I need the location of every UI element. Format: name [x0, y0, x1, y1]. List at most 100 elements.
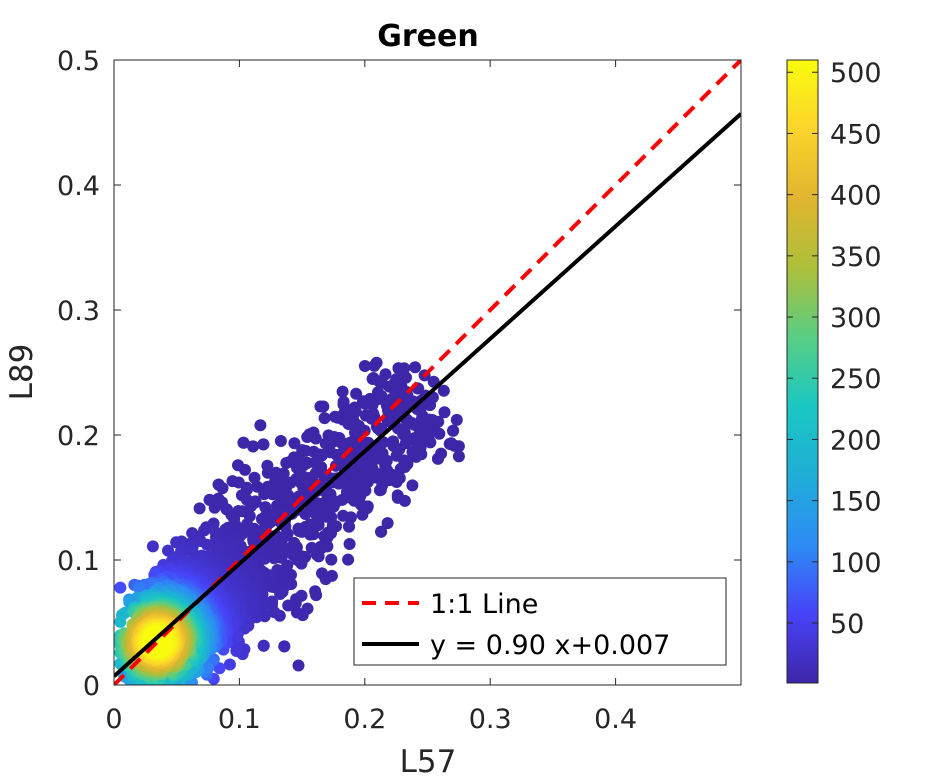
scatter-point [325, 553, 338, 566]
scatter-point [314, 400, 327, 413]
scatter-point [336, 385, 349, 398]
scatter-point [437, 384, 450, 397]
scatter-point [342, 553, 355, 566]
scatter-point [258, 488, 271, 501]
scatter-point [245, 500, 258, 512]
scatter-point [239, 463, 251, 476]
scatter-point [359, 397, 372, 410]
scatter-point [343, 520, 355, 533]
scatter-point [288, 437, 301, 450]
colorbar-tick-label: 500 [830, 58, 882, 89]
scatter-point [373, 484, 386, 497]
scatter-point [237, 436, 250, 449]
scatter-point [282, 599, 295, 612]
scatter-point [290, 606, 303, 619]
plot-frame [113, 59, 742, 686]
scatter-point [162, 544, 174, 557]
scatter-point [248, 471, 261, 484]
scatter-point [257, 639, 270, 652]
scatter-point [394, 462, 407, 475]
scatter-point [301, 431, 314, 443]
scatter-point [390, 449, 403, 462]
scatter-point [392, 362, 405, 375]
scatter-point [381, 517, 394, 530]
regression-line [114, 112, 741, 678]
scatter-point [208, 501, 221, 514]
scatter-point [358, 360, 371, 372]
x-tick-label: 0.1 [218, 704, 261, 735]
scatter-point [424, 436, 437, 449]
scatter-point [356, 508, 369, 521]
scatter-point [366, 372, 379, 385]
scatter-point [432, 452, 444, 465]
scatter-point [114, 581, 127, 594]
scatter-point [266, 488, 279, 501]
y-tick-label: 0.2 [57, 421, 100, 452]
colorbar-tick-label: 100 [830, 548, 882, 579]
legend-box [353, 577, 727, 666]
scatter-point [261, 466, 274, 479]
scatter-point [242, 603, 255, 616]
colorbar-tick-label: 350 [830, 242, 882, 273]
scatter-point [216, 482, 229, 495]
fit-lines [114, 60, 741, 685]
colorbar-tick-label: 450 [830, 119, 882, 150]
scatter-point [375, 525, 388, 538]
colorbar-tick-label: 150 [830, 487, 882, 518]
colorbar-tick-label: 50 [830, 609, 864, 640]
scatter-point [406, 479, 419, 492]
scatter-point [292, 659, 305, 672]
scatter-point [114, 615, 127, 628]
legend: 1:1 Line y = 0.90 x+0.007 [353, 577, 727, 666]
scatter-point [406, 446, 419, 459]
scatter-point [359, 409, 372, 422]
scatter-point [305, 541, 318, 554]
y-axis-label: L89 [4, 344, 40, 401]
scatter-point [146, 540, 159, 553]
y-tick-label: 0.5 [57, 46, 100, 77]
y-tick-label: 0.1 [57, 546, 100, 577]
chart-title: Green [377, 19, 478, 54]
scatter-point [201, 538, 213, 551]
scatter-point [318, 412, 331, 425]
colorbar [787, 60, 818, 683]
scatter-point [450, 413, 463, 426]
scatter-point [368, 359, 381, 372]
colorbar-tick-label: 300 [830, 303, 882, 334]
legend-label-1to1: 1:1 Line [430, 589, 538, 620]
scatter-point [310, 589, 323, 602]
x-axis-label: L57 [400, 744, 457, 780]
scatter-point [247, 440, 260, 453]
scatter-point [443, 437, 456, 450]
colorbar-tick-label: 200 [830, 425, 882, 456]
scatter-point [296, 444, 309, 457]
scatter-point [259, 501, 272, 514]
scatter-point [438, 406, 451, 419]
colorbar-tick-label: 250 [830, 364, 882, 395]
scatter-point [274, 435, 287, 447]
scatter-point [213, 662, 226, 675]
x-tick-label: 0 [105, 704, 122, 735]
x-tick-label: 0.4 [594, 704, 637, 735]
scatter-point [329, 410, 341, 423]
y-tick-label: 0 [83, 671, 100, 702]
colorbar-frame [786, 59, 819, 684]
scatter-point [318, 530, 331, 543]
scatter-point [343, 538, 356, 550]
scatter-point [447, 424, 460, 437]
scatter-point [391, 491, 404, 504]
scatter-point [280, 457, 293, 469]
y-axis: 0 0.1 0.2 0.3 0.4 0.5 [57, 46, 741, 702]
x-tick-label: 0.3 [469, 704, 512, 735]
scatter-point [193, 502, 206, 515]
scatter-point [226, 475, 239, 488]
colorbar-tick-label: 400 [830, 181, 882, 212]
scatter-point [133, 582, 146, 595]
x-tick-label: 0.2 [343, 704, 386, 735]
scatter-point [291, 461, 303, 474]
scatter-point [254, 419, 267, 432]
scatter-point [293, 525, 305, 537]
legend-label-fit: y = 0.90 x+0.007 [430, 630, 670, 661]
scatter-point [452, 450, 465, 463]
